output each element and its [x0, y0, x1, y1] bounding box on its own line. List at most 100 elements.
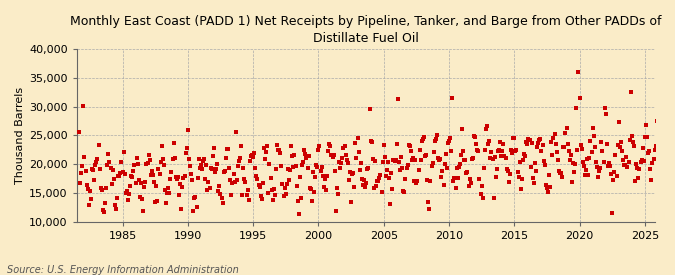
Point [378, 143, 389, 147]
Point [263, 191, 274, 195]
Point [482, 123, 493, 128]
Point [504, 180, 514, 184]
Point [443, 141, 454, 145]
Point [514, 160, 525, 164]
Point [369, 186, 379, 190]
Point [486, 150, 497, 155]
Point [331, 208, 342, 213]
Point [269, 187, 279, 191]
Point [409, 179, 420, 183]
Point [389, 159, 400, 163]
Point [600, 112, 611, 116]
Point [433, 156, 443, 160]
Point [417, 137, 428, 141]
Point [516, 177, 527, 181]
Point [518, 152, 529, 156]
Point [198, 159, 209, 163]
Point [319, 185, 329, 189]
Point [184, 156, 194, 161]
Point [527, 176, 538, 180]
Point [614, 145, 625, 150]
Point [511, 148, 522, 152]
Point [582, 156, 593, 161]
Point [429, 139, 440, 143]
Point [292, 199, 303, 203]
Point [422, 178, 433, 183]
Point [288, 165, 299, 169]
Point [223, 146, 234, 151]
Point [80, 169, 91, 173]
Point [400, 177, 411, 182]
Point [249, 151, 260, 155]
Point [616, 140, 626, 144]
Point [265, 176, 276, 180]
Point [521, 139, 532, 144]
Point [379, 155, 390, 159]
Point [216, 196, 227, 200]
Point [280, 192, 291, 196]
Point [404, 143, 414, 147]
Point [212, 162, 223, 167]
Point [557, 175, 568, 179]
Point [227, 180, 238, 185]
Point [285, 168, 296, 172]
Point [253, 182, 264, 187]
Point [583, 172, 594, 177]
Point [448, 178, 459, 183]
Point [463, 184, 474, 188]
Point [477, 196, 488, 200]
Point [279, 186, 290, 190]
Point [168, 141, 179, 145]
Point [240, 180, 251, 184]
Point [529, 180, 539, 185]
Point [153, 167, 164, 172]
Point [479, 166, 489, 170]
Point [440, 152, 451, 156]
Point [336, 161, 347, 166]
Point [625, 90, 636, 95]
Point [230, 130, 241, 134]
Point [102, 162, 113, 167]
Point [363, 166, 374, 170]
Point [580, 168, 591, 172]
Point [215, 192, 226, 196]
Point [88, 168, 99, 173]
Point [207, 167, 217, 171]
Point [360, 185, 371, 189]
Point [131, 156, 142, 160]
Point [148, 180, 159, 185]
Point [429, 150, 439, 154]
Point [109, 177, 119, 181]
Point [383, 160, 394, 164]
Point [143, 152, 154, 157]
Point [192, 176, 203, 180]
Point [630, 162, 641, 167]
Point [163, 186, 173, 190]
Point [414, 148, 425, 152]
Point [193, 157, 204, 162]
Point [86, 167, 97, 171]
Point [373, 179, 383, 183]
Point [277, 182, 288, 186]
Point [509, 136, 520, 140]
Point [364, 106, 375, 111]
Point [235, 156, 246, 160]
Point [225, 178, 236, 182]
Point [605, 172, 616, 176]
Point [347, 172, 358, 176]
Point [141, 161, 152, 166]
Point [402, 163, 413, 167]
Point [237, 193, 248, 197]
Point [106, 182, 117, 186]
Point [635, 160, 646, 164]
Point [370, 159, 381, 164]
Point [420, 154, 431, 159]
Point [605, 163, 616, 168]
Point [221, 147, 232, 151]
Point [599, 106, 610, 111]
Point [548, 136, 559, 140]
Point [523, 136, 534, 141]
Point [550, 142, 561, 146]
Point [398, 188, 408, 193]
Point [508, 136, 518, 140]
